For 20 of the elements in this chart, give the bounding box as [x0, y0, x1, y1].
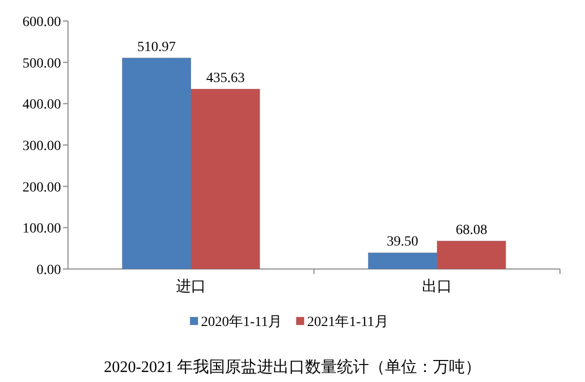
y-tick-label: 400.00: [22, 98, 61, 113]
bar: [368, 252, 437, 269]
y-tick-label: 300.00: [22, 139, 61, 154]
data-label: 68.08: [456, 222, 488, 238]
y-tick-label: 0.00: [36, 263, 61, 278]
x-tick-label: 进口: [176, 278, 206, 295]
legend-label: 2020年1-11月: [201, 314, 282, 330]
x-tick-label: 出口: [422, 278, 452, 295]
data-label: 435.63: [206, 70, 245, 86]
data-label: 510.97: [137, 40, 176, 55]
y-tick-label: 100.00: [22, 222, 61, 237]
text: 2020-2021 年我国原盐进出口数量统计（单位：万吨）: [104, 358, 482, 376]
bar: [191, 88, 260, 269]
y-tick-label: 500.00: [22, 56, 61, 72]
legend-label: 2021年1-11月: [307, 314, 388, 330]
y-tick-label: 600.00: [22, 15, 61, 30]
bar: [437, 240, 506, 269]
data-label: 39.50: [386, 234, 418, 250]
bar: [122, 58, 191, 269]
y-tick-label: 200.00: [22, 180, 61, 196]
